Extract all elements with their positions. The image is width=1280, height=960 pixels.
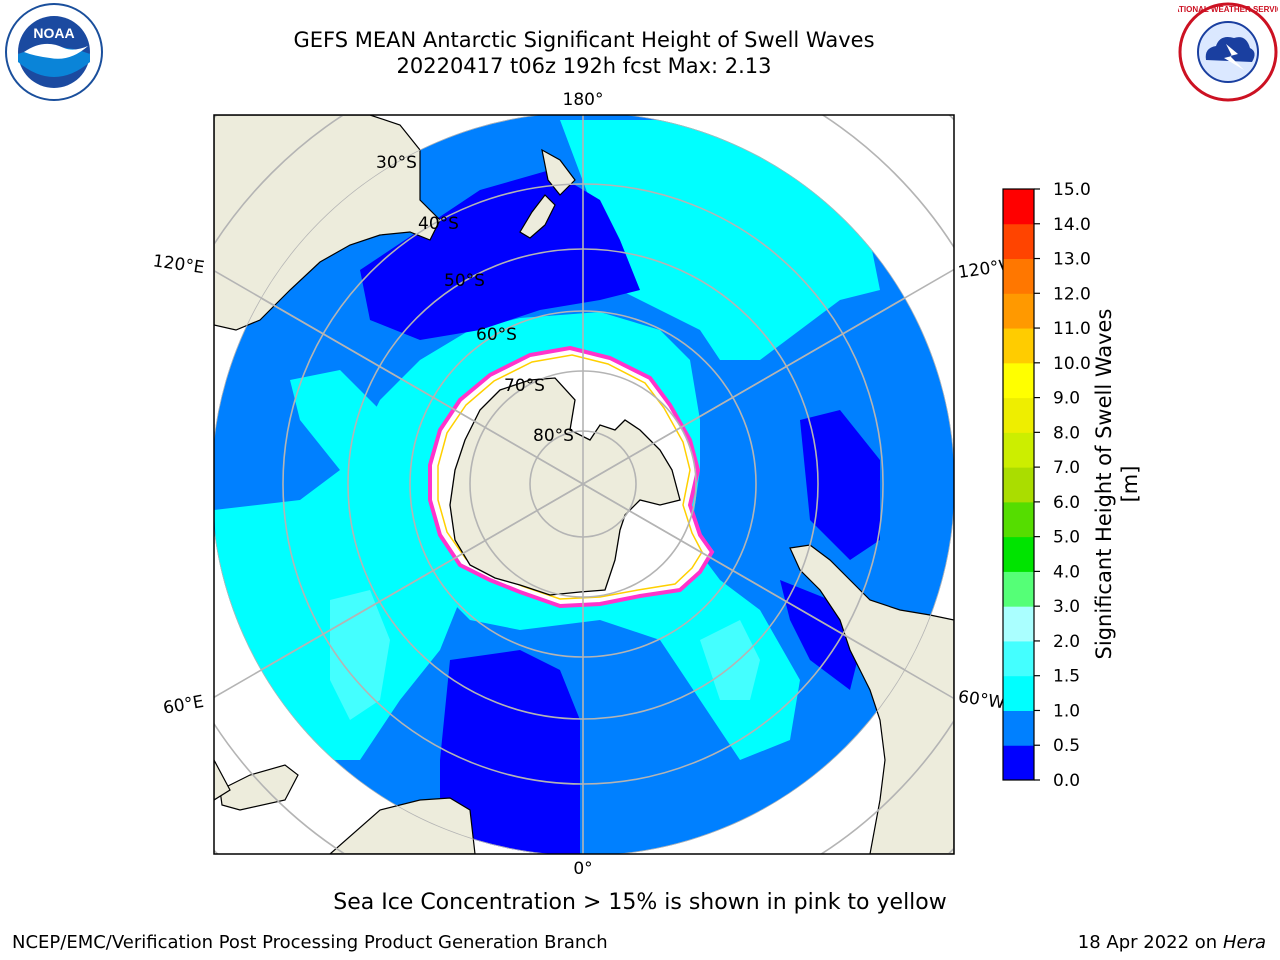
colorbar-tick-label: 3.0 (1053, 597, 1080, 617)
lon-label-60e: 60°E (162, 692, 206, 719)
lat-label-80s: 80°S (533, 426, 574, 446)
land-west-edge (214, 759, 231, 801)
sea-ice-edge-inner (437, 354, 703, 600)
colorbar-segment (1003, 293, 1034, 329)
colorbar-segment (1003, 432, 1034, 468)
colorbar-tick-label: 15.0 (1053, 180, 1091, 200)
lat-label-70s: 70°S (504, 376, 545, 396)
noaa-logo-icon: NOAA (5, 3, 103, 101)
colorbar-segment (1003, 710, 1034, 746)
colorbar-tick-label: 0.0 (1053, 771, 1080, 791)
colorbar-tick-label: 2.0 (1053, 632, 1080, 652)
swell-patch-blue-chile (800, 410, 880, 560)
colorbar-segment (1003, 258, 1034, 294)
credit-line: NCEP/EMC/Verification Post Processing Pr… (12, 932, 608, 953)
colorbar-segment (1003, 362, 1034, 399)
lon-label-180: 180° (563, 90, 604, 110)
lon-label-0: 0° (573, 859, 592, 879)
colorbar: 0.0 0.5 1.0 1.5 2.0 3.0 4.0 5.0 6.0 7.0 8.0 9.0 10.0… (1003, 180, 1091, 791)
colorbar-tick-label: 10.0 (1053, 354, 1091, 374)
colorbar-tick-label: 11.0 (1053, 319, 1091, 339)
land-south-america (789, 544, 954, 854)
lat-label-50s: 50°S (444, 271, 485, 291)
colorbar-tick-label: 14.0 (1053, 215, 1091, 235)
colorbar-segment (1003, 640, 1034, 677)
colorbar-segment (1003, 223, 1034, 260)
map-frame (213, 114, 955, 855)
nws-logo-text: NATIONAL WEATHER SERVICE (1178, 5, 1278, 14)
swell-patch-lightcyan-2 (700, 620, 760, 700)
swell-patch-blue-tasman (360, 170, 640, 340)
colorbar-segment (1003, 675, 1034, 711)
lon-label-120e: 120°E (152, 251, 206, 278)
colorbar-segment (1003, 328, 1034, 364)
swell-patch-blue-atlantic (780, 580, 860, 690)
lat-label-60s: 60°S (476, 325, 517, 345)
colorbar-segment (1003, 536, 1034, 572)
land-madagascar (219, 764, 299, 811)
title-line-2: 20220417 t06z 192h fcst Max: 2.13 (396, 54, 772, 78)
land-africa (329, 797, 476, 854)
lat-label-40s: 40°S (418, 214, 459, 234)
colorbar-segment (1003, 571, 1034, 607)
colorbar-segment (1003, 467, 1034, 503)
nws-logo-icon: NATIONAL WEATHER SERVICE (1178, 2, 1278, 102)
colorbar-tick-label: 8.0 (1053, 423, 1080, 443)
lat-label-30s: 30°S (376, 153, 417, 173)
noaa-logo-text: NOAA (33, 25, 74, 41)
colorbar-tick-label: 13.0 (1053, 250, 1091, 270)
host-name: Hera (1222, 932, 1266, 953)
colorbar-tick-label: 0.5 (1053, 736, 1080, 756)
colorbar-segment (1003, 606, 1034, 642)
colorbar-label: Significant Height of Swell Waves[m] (1092, 309, 1142, 660)
colorbar-tick-label: 12.0 (1053, 284, 1091, 304)
land-antarctica (449, 377, 681, 596)
colorbar-tick-label: 4.0 (1053, 562, 1080, 582)
date-line: 18 Apr 2022 on Hera (1078, 932, 1266, 953)
swell-patch-blue-south (440, 650, 580, 854)
lon-label-60w: 60°W (957, 687, 1006, 713)
colorbar-segment (1003, 745, 1034, 781)
title-line-1: GEFS MEAN Antarctic Significant Height o… (293, 28, 875, 52)
colorbar-tick-label: 5.0 (1053, 528, 1080, 548)
colorbar-tick-label: 9.0 (1053, 389, 1080, 409)
date-text: 18 Apr 2022 on (1077, 932, 1223, 953)
colorbar-frame (1002, 188, 1035, 781)
colorbar-tick-label: 6.0 (1053, 493, 1080, 513)
sea-ice-footnote: Sea Ice Concentration > 15% is shown in … (333, 890, 947, 915)
colorbar-tick-label: 1.5 (1053, 667, 1080, 687)
colorbar-segment (1003, 501, 1034, 538)
land-new-zealand-south (519, 194, 556, 239)
colorbar-tick-label: 1.0 (1053, 701, 1080, 721)
land-australia (214, 115, 441, 331)
colorbar-segment (1003, 397, 1034, 433)
colorbar-tick-label: 7.0 (1053, 458, 1080, 478)
colorbar-segment (1003, 189, 1034, 225)
